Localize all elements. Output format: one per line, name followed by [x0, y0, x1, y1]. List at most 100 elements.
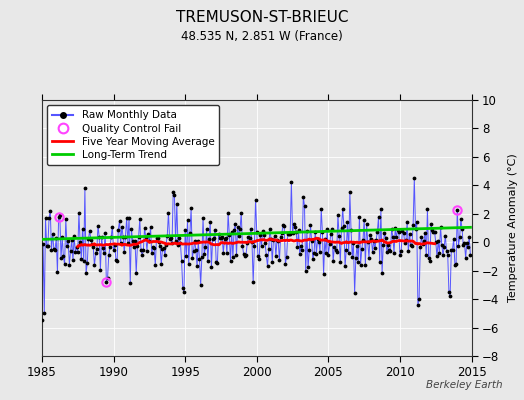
Point — [155, 239, 163, 245]
Point — [423, 206, 432, 213]
Point — [329, 258, 337, 264]
Point — [134, 234, 143, 240]
Point — [139, 247, 148, 253]
Point — [380, 230, 389, 236]
Point — [228, 254, 237, 261]
Point — [184, 261, 193, 267]
Point — [129, 244, 138, 250]
Point — [454, 242, 463, 249]
Point — [373, 229, 381, 235]
Point — [176, 240, 184, 246]
Point — [243, 240, 252, 247]
Point — [256, 232, 265, 238]
Point — [301, 268, 310, 275]
Point — [407, 242, 415, 248]
Point — [110, 246, 118, 253]
Point — [420, 238, 428, 244]
Point — [193, 263, 201, 270]
Point — [334, 212, 342, 218]
Point — [440, 244, 449, 250]
Point — [412, 218, 421, 225]
Point — [54, 214, 63, 220]
Point — [64, 238, 72, 244]
Point — [424, 255, 433, 261]
Point — [41, 215, 50, 222]
Point — [137, 247, 145, 254]
Point — [166, 236, 174, 243]
Point — [333, 249, 341, 256]
Point — [207, 264, 215, 270]
Point — [367, 236, 376, 242]
Point — [84, 236, 93, 242]
Point — [328, 226, 336, 232]
Point — [78, 226, 86, 232]
Point — [158, 246, 167, 252]
Point — [422, 252, 430, 258]
Point — [377, 206, 385, 212]
Point — [435, 250, 443, 256]
Point — [46, 208, 54, 214]
Point — [310, 250, 318, 257]
Point — [105, 252, 113, 258]
Point — [159, 244, 168, 251]
Point — [451, 262, 459, 268]
Point — [204, 258, 212, 265]
Point — [91, 250, 100, 257]
Point — [141, 234, 150, 240]
Point — [93, 246, 101, 253]
Point — [458, 226, 466, 232]
Point — [88, 241, 96, 247]
Point — [280, 222, 288, 229]
Point — [94, 222, 102, 229]
Point — [97, 234, 106, 240]
Point — [298, 247, 307, 253]
Point — [60, 261, 69, 268]
Point — [68, 237, 76, 244]
Point — [209, 236, 217, 242]
Point — [99, 245, 107, 252]
Point — [112, 256, 120, 263]
Point — [322, 249, 330, 256]
Point — [321, 236, 329, 242]
Point — [394, 226, 402, 233]
Point — [343, 219, 352, 226]
Point — [113, 258, 121, 264]
Point — [106, 244, 114, 250]
Point — [434, 238, 442, 244]
Point — [463, 239, 471, 246]
Point — [447, 247, 455, 253]
Point — [145, 238, 154, 244]
Point — [146, 224, 155, 230]
Point — [314, 238, 323, 245]
Point — [309, 256, 317, 262]
Point — [58, 234, 67, 240]
Point — [325, 241, 334, 247]
Point — [252, 196, 260, 203]
Point — [323, 226, 331, 232]
Point — [164, 210, 172, 216]
Point — [156, 243, 164, 249]
Point — [379, 241, 387, 248]
Point — [347, 227, 355, 233]
Point — [452, 261, 460, 268]
Point — [417, 234, 425, 240]
Point — [285, 231, 293, 237]
Point — [196, 282, 205, 288]
Point — [395, 229, 403, 236]
Point — [167, 235, 175, 241]
Point — [241, 253, 249, 259]
Point — [163, 233, 171, 239]
Point — [406, 230, 414, 237]
Point — [357, 246, 366, 252]
Point — [138, 252, 146, 258]
Point — [100, 250, 108, 256]
Point — [162, 242, 170, 248]
Point — [324, 252, 333, 258]
Point — [303, 228, 311, 235]
Point — [177, 257, 185, 264]
Point — [274, 238, 282, 244]
Point — [83, 260, 92, 266]
Point — [331, 246, 340, 253]
Point — [47, 246, 56, 253]
Point — [293, 244, 301, 250]
